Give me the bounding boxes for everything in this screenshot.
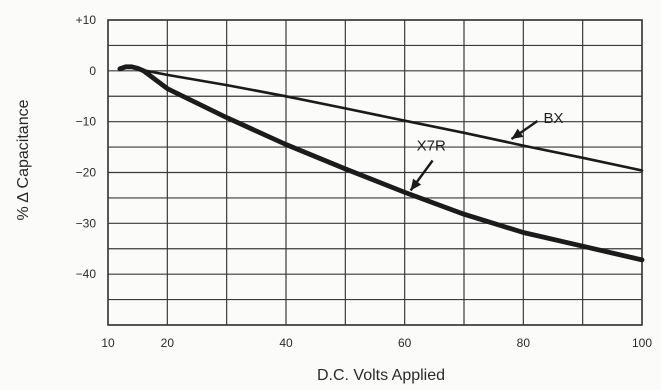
x-tick-label: 20 — [161, 336, 175, 350]
y-tick-label: −30 — [76, 216, 97, 230]
x-tick-label: 100 — [632, 336, 652, 350]
tick-layer: 10 20 40 60 80 100 +10 0 −10 −20 −30 −40 — [76, 13, 653, 350]
x-tick-label: 40 — [279, 336, 293, 350]
annotation-label-x7r: X7R — [417, 138, 446, 155]
title-layer: D.C. Volts Applied % Δ Capacitance — [15, 99, 445, 384]
series-line-x7r — [117, 64, 645, 263]
annotation-arrowhead-x7r — [410, 178, 422, 191]
grid-layer — [107, 19, 643, 326]
y-tick-label: −40 — [76, 267, 97, 281]
x-tick-label: 80 — [517, 336, 531, 350]
y-axis-title: % Δ Capacitance — [15, 99, 32, 220]
annotation-label-bx: BX — [543, 110, 563, 127]
annotation-layer: BX X7R — [409, 110, 563, 192]
x-tick-label: 60 — [398, 336, 412, 350]
plot-border — [107, 19, 643, 326]
series-layer — [117, 64, 645, 263]
x-axis-title: D.C. Volts Applied — [317, 367, 445, 384]
series-line-bx — [118, 65, 644, 172]
x-tick-label: 10 — [101, 336, 115, 350]
y-tick-label: −10 — [76, 115, 97, 129]
y-tick-label: −20 — [76, 166, 97, 180]
annotation-arrowhead-bx — [511, 128, 524, 140]
y-tick-label: 0 — [89, 64, 96, 78]
y-tick-label: +10 — [76, 13, 97, 27]
